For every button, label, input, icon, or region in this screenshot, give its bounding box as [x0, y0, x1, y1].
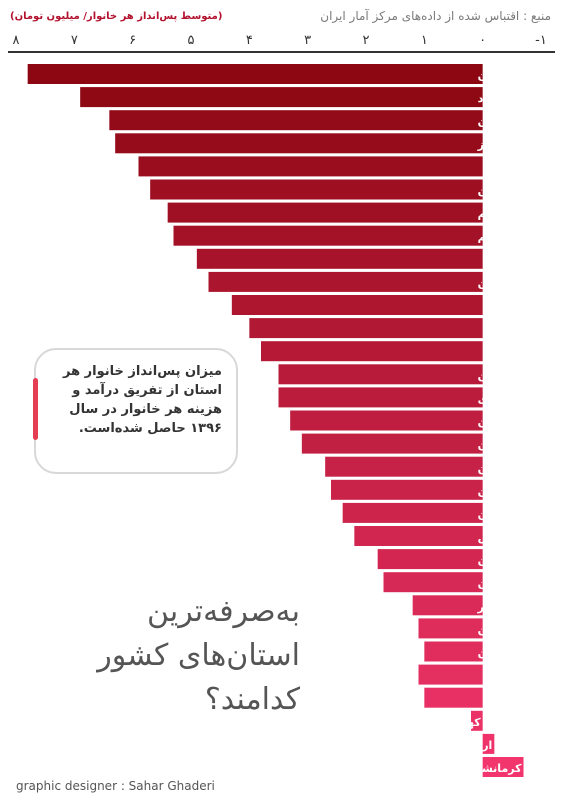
bar-category-label: آذربایجان شرقی [556, 253, 565, 267]
bar-category-label: خراسان جنوبی [556, 161, 565, 174]
bar [383, 572, 483, 593]
headline-line-1: به‌صرفه‌ترین [147, 594, 300, 629]
bar-category-label: مرکزی [478, 392, 515, 405]
bar [424, 687, 483, 708]
bar [196, 248, 483, 269]
bar-category-label: همدان [478, 508, 513, 521]
bar [342, 502, 483, 523]
bar-category-label: کرمانشاه [471, 762, 522, 775]
bar-category-label: قزوین [478, 462, 513, 475]
x-tick-label: ۸ [13, 33, 20, 48]
bar [208, 271, 483, 292]
chart-header: منبع : اقتباس شده از داده‌های مرکز آمار … [0, 0, 565, 60]
bar-category-label: کهگیلویه و بویراحمد [372, 716, 481, 729]
bar-category-label: فارس [478, 531, 511, 544]
bar [27, 64, 483, 84]
bar-category-label: یزد [478, 92, 495, 105]
bar-category-label: هرمزگان [478, 416, 526, 429]
unit-label: (متوسط پس‌انداز هر خانوار/ میلیون تومان) [10, 11, 223, 22]
headline: به‌صرفه‌ترین استان‌های کشور کدامند؟ [30, 590, 300, 722]
bar-category-label: لرستان [478, 277, 518, 290]
x-tick-label: ۶ [129, 33, 136, 48]
bar [377, 549, 483, 570]
bar-category-label: تهران [478, 439, 509, 452]
bar-category-label: سمنان [478, 369, 514, 382]
bars-group: مازندران یزد گیلان البرز خراسان جنوبی کرمان ای… [27, 64, 565, 777]
bar [80, 87, 483, 108]
bar [301, 433, 483, 454]
bar [109, 110, 483, 131]
x-tick-label: ۷ [71, 33, 78, 48]
headline-line-2: استان‌های کشور [97, 638, 300, 673]
bar-category-label: مازندران [478, 69, 525, 82]
bar-category-label: اصفهان [478, 554, 521, 567]
bar-category-label: بوشهر [477, 600, 514, 613]
designer-credit: graphic designer : Sahar Ghaderi [16, 779, 215, 793]
bar [278, 364, 483, 385]
bar-category-label: خراسان رضوی [556, 670, 565, 683]
bar-category-label: قم [478, 231, 494, 244]
bar [290, 410, 483, 431]
bar [261, 341, 483, 362]
bar [138, 156, 483, 177]
bar-category-label: البرز [477, 138, 504, 151]
bar-category-label: آذربایجان غربی [556, 692, 565, 706]
info-box: میزان پس‌انداز خانوار هر استان از تفریق … [33, 348, 238, 474]
bar [354, 526, 483, 546]
bar [331, 479, 483, 500]
bar-category-label: سیستان و بلوچستان [556, 300, 565, 313]
bar [231, 295, 483, 315]
x-tick-label: ۳ [304, 33, 311, 48]
bar [471, 710, 483, 731]
bar-category-label: کرمان [478, 185, 512, 198]
bar [482, 757, 524, 777]
x-tick-label: ۵ [188, 33, 195, 48]
x-axis-ticks: -۱ ۰ ۱ ۲ ۳ ۴ ۵ ۶ ۷ ۸ [13, 33, 547, 48]
x-tick-label: -۱ [535, 33, 547, 48]
x-tick-label: ۰ [479, 33, 486, 48]
bar-category-label: خراسان شمالی [556, 323, 565, 336]
bar [167, 202, 483, 223]
bar-category-label: ایلام [478, 208, 502, 221]
bar [150, 179, 483, 200]
bar [418, 618, 483, 639]
bar [482, 733, 495, 754]
x-tick-label: ۴ [246, 33, 253, 48]
bar [278, 387, 483, 408]
headline-line-3: کدامند؟ [204, 682, 300, 717]
bar-category-label: زنجان [478, 623, 510, 636]
bar [173, 225, 483, 246]
bar-category-label: گلستان [478, 485, 519, 498]
bar-category-label: گیلان [478, 115, 507, 128]
bar-category-label: کردستان [478, 647, 526, 660]
bar [412, 595, 483, 616]
bar [424, 641, 483, 662]
x-tick-label: ۱ [421, 33, 428, 48]
x-tick-label: ۲ [363, 33, 370, 48]
bar [249, 318, 483, 339]
bar-category-label: اردبیل [458, 739, 492, 752]
info-accent [33, 378, 38, 440]
bar [115, 133, 483, 154]
bar-category-label: چهارمحال و بختیاری [556, 346, 565, 359]
bar-category-label: خوزستان [478, 577, 528, 590]
bar [418, 664, 483, 685]
bar [325, 456, 483, 477]
info-text: میزان پس‌انداز خانوار هر استان از تفریق … [63, 364, 222, 436]
source-note: منبع : اقتباس شده از داده‌های مرکز آمار … [320, 9, 551, 23]
